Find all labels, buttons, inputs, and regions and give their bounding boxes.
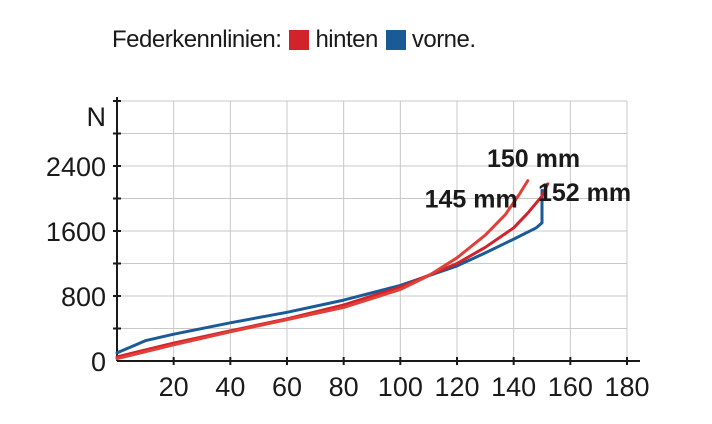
annotations: 150 mm 145 mm 152 mm — [425, 145, 631, 214]
x-tick-label: 20 — [159, 372, 189, 402]
legend-swatch-vorne — [385, 30, 406, 50]
y-tick-label: 2400 — [46, 152, 106, 182]
x-tick-label: 80 — [329, 372, 359, 402]
legend-title: Federkennlinien: — [112, 26, 282, 53]
x-tick-label: 160 — [548, 372, 593, 402]
x-tick-label: 120 — [434, 372, 479, 402]
legend-label-vorne: vorne. — [411, 26, 476, 53]
x-tick-label: 60 — [272, 372, 302, 402]
series-lines — [115, 179, 550, 361]
annotation-label: 152 mm — [538, 179, 631, 207]
x-tick-label: 140 — [491, 372, 536, 402]
y-tick-label: 800 — [61, 282, 106, 312]
x-tick-label: 100 — [378, 372, 423, 402]
axes — [113, 97, 640, 365]
grid — [117, 100, 628, 361]
x-tick-label: 180 — [604, 372, 649, 402]
y-tick-label: 0 — [91, 347, 106, 377]
x-tick-label: 40 — [215, 372, 245, 402]
y-tick-label: 1600 — [46, 217, 106, 247]
y-axis-label: N — [87, 102, 107, 132]
annotation-label: 150 mm — [487, 145, 580, 173]
legend-label-hinten: hinten — [315, 26, 378, 53]
annotation-label: 145 mm — [425, 186, 518, 214]
tick-labels: 20 40 60 80 100 120 140 160 180 0 800 1600 2400 N — [46, 102, 650, 402]
legend: Federkennlinien: hinten vorne. — [112, 26, 476, 54]
legend-swatch-hinten — [289, 30, 310, 50]
series-line-2 — [115, 179, 530, 361]
series-line-0 — [115, 188, 544, 355]
